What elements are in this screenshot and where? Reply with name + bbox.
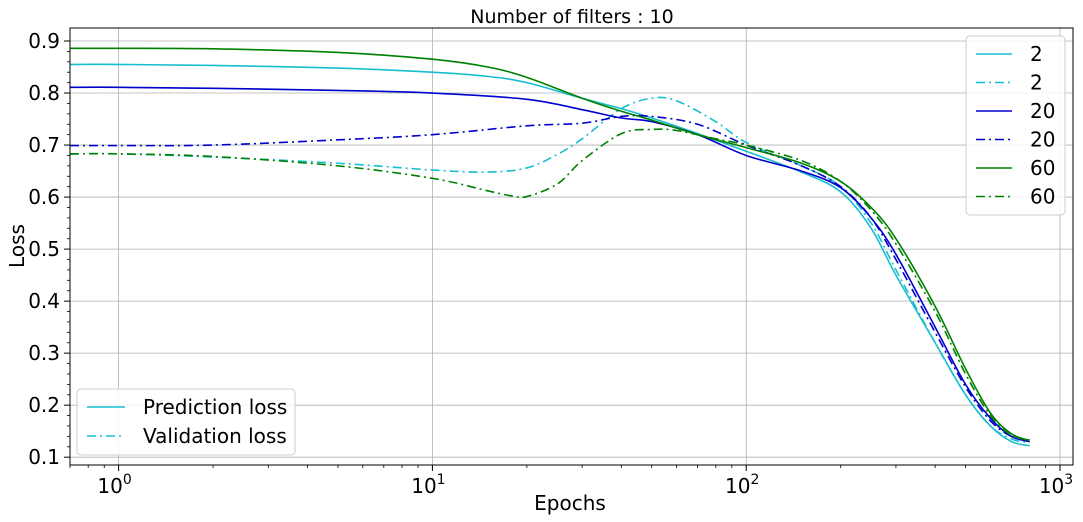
chart-title: Number of filters : 10 <box>470 6 673 28</box>
series-line-20-dashdot <box>70 114 1030 441</box>
legend-series: 2 2 20 20 60 60 <box>965 35 1066 216</box>
legend-label: 60 <box>1030 185 1055 209</box>
x-tick-label: 101 <box>411 472 445 498</box>
y-tick-label: 0.6 <box>28 185 60 209</box>
y-tick-label: 0.4 <box>28 289 60 313</box>
x-tick-label: 102 <box>725 472 759 498</box>
legend-series-box <box>965 35 1066 216</box>
legend-style-box <box>76 388 296 456</box>
y-tick-label: 0.3 <box>28 341 60 365</box>
legend-label: 60 <box>1030 156 1055 180</box>
legend-label: 2 <box>1030 71 1043 95</box>
series-line-2-dashdot <box>70 96 1030 444</box>
y-tick-label: 0.8 <box>28 81 60 105</box>
legend-label: 20 <box>1030 99 1055 123</box>
legend-label: 2 <box>1030 42 1043 66</box>
y-tick-label: 0.5 <box>28 237 60 261</box>
x-tick-label: 103 <box>1039 472 1073 498</box>
y-tick-label: 0.7 <box>28 133 60 157</box>
y-tick-label: 0.9 <box>28 29 60 53</box>
series-lines <box>70 47 1030 447</box>
y-tick-label: 0.2 <box>28 393 60 417</box>
y-tick-label: 0.1 <box>28 445 60 469</box>
y-axis-ticks: 0.1 0.2 0.3 0.4 0.5 0.6 0.7 0.8 0.9 <box>28 29 70 469</box>
legend-line-style: Prediction loss Validation loss <box>76 388 296 456</box>
x-axis-title: Epochs <box>534 491 606 515</box>
series-line-60-solid <box>70 47 1030 442</box>
series-line-60-dashdot <box>70 128 1030 441</box>
plot-frame <box>69 27 1074 466</box>
legend-style-label: Prediction loss <box>143 395 287 419</box>
x-tick-label: 100 <box>97 472 131 498</box>
legend-style-label: Validation loss <box>143 424 287 448</box>
legend-label: 20 <box>1030 128 1055 152</box>
series-line-20-solid <box>70 86 1030 443</box>
y-axis-title: Loss <box>5 224 29 268</box>
